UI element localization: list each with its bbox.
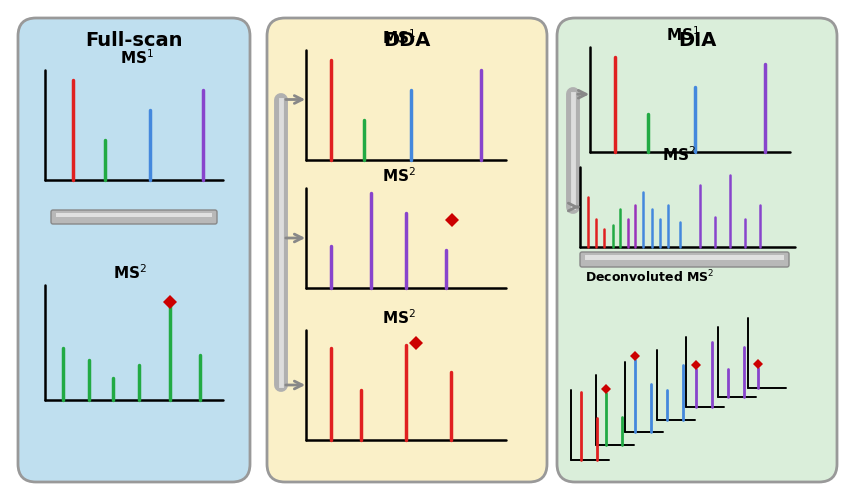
Text: MS$^1$: MS$^1$	[120, 48, 154, 67]
Text: DDA: DDA	[383, 30, 431, 50]
FancyBboxPatch shape	[267, 18, 547, 482]
FancyBboxPatch shape	[557, 18, 837, 482]
FancyBboxPatch shape	[580, 252, 789, 267]
Text: MS$^2$: MS$^2$	[382, 308, 416, 327]
Text: Deconvoluted MS$^2$: Deconvoluted MS$^2$	[585, 268, 715, 285]
Text: DIA: DIA	[678, 30, 716, 50]
Text: MS$^2$: MS$^2$	[382, 166, 416, 185]
Text: MS$^2$: MS$^2$	[113, 264, 146, 282]
Text: Full-scan: Full-scan	[86, 30, 183, 50]
FancyBboxPatch shape	[51, 210, 217, 224]
Text: MS$^1$: MS$^1$	[666, 26, 700, 44]
Text: MS$^2$: MS$^2$	[662, 146, 696, 164]
Text: MS$^1$: MS$^1$	[382, 28, 416, 47]
FancyBboxPatch shape	[18, 18, 250, 482]
Bar	[585, 255, 784, 260]
Bar	[56, 213, 212, 217]
